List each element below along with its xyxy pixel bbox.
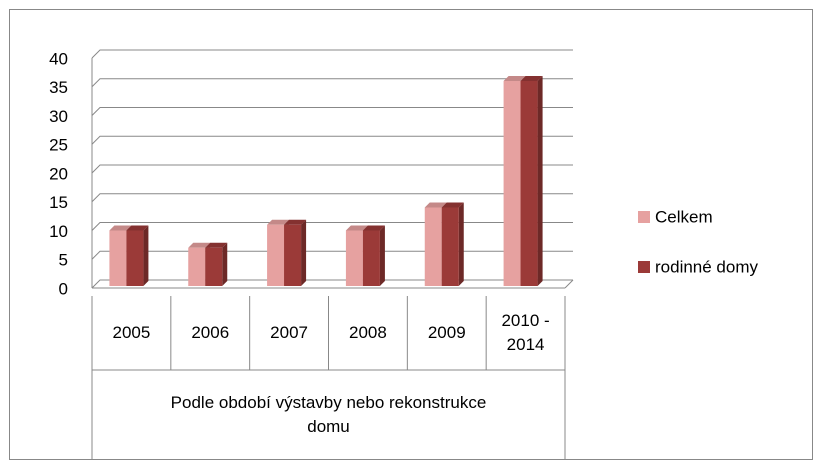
bar [267,224,285,286]
y-tick-label: 40 [49,49,68,68]
bar [441,207,459,286]
bar [126,230,144,286]
bar [424,207,442,286]
legend-label: rodinné domy [655,257,759,276]
bar-top [424,202,447,208]
bar-side [537,76,543,286]
grid-line [91,279,573,289]
y-tick-label: 15 [49,193,68,212]
y-tick-label: 0 [59,279,68,298]
bar-top [441,202,464,208]
y-tick-label: 20 [49,164,68,183]
grid-line [91,78,573,88]
x-group-label: Podle období výstavby nebo rekonstrukce … [170,393,487,436]
legend-swatch [638,261,650,273]
bar-side [379,225,385,286]
y-tick-label: 30 [49,107,68,126]
y-tick-label: 25 [49,136,68,155]
bar [345,230,363,286]
bar-top [362,225,385,231]
bar [284,224,302,286]
bar [109,230,127,286]
y-tick-label: 5 [59,251,68,270]
x-tick-label: 2009 [427,323,466,342]
bar-top [503,76,526,81]
bar-top [267,219,290,225]
bar-side [143,225,149,286]
bar [362,230,380,286]
bar-top [188,242,211,248]
floor-right [564,279,574,289]
bar-top [520,76,543,81]
x-tick-label: 2008 [349,323,387,342]
x-tick-label: 2005 [112,323,151,342]
bar [205,247,223,286]
grid-line [91,135,573,145]
bar-top [345,225,368,231]
chart-border [9,9,813,460]
bar-side [222,242,228,286]
grid-line [91,49,573,59]
y-tick-label: 10 [49,222,68,241]
x-tick-label: 2010 - 2014 [501,311,550,354]
grid-line [91,250,573,260]
grid-line [91,222,573,231]
legend-swatch [638,211,650,223]
bar [503,81,521,286]
bar [520,81,538,286]
grid-line [91,164,573,174]
bar-top [126,225,149,231]
x-tick-label: 2007 [270,323,308,342]
grid-line [91,107,573,116]
grid-line [91,193,573,203]
bar-top [284,219,307,225]
bar-top [109,225,132,231]
bar-side [301,219,307,286]
bar-side [458,202,464,286]
y-tick-label: 35 [49,78,68,97]
legend-label: Celkem [655,207,713,226]
bar [188,247,206,286]
x-tick-label: 2006 [191,323,230,342]
bar-top [205,242,228,248]
